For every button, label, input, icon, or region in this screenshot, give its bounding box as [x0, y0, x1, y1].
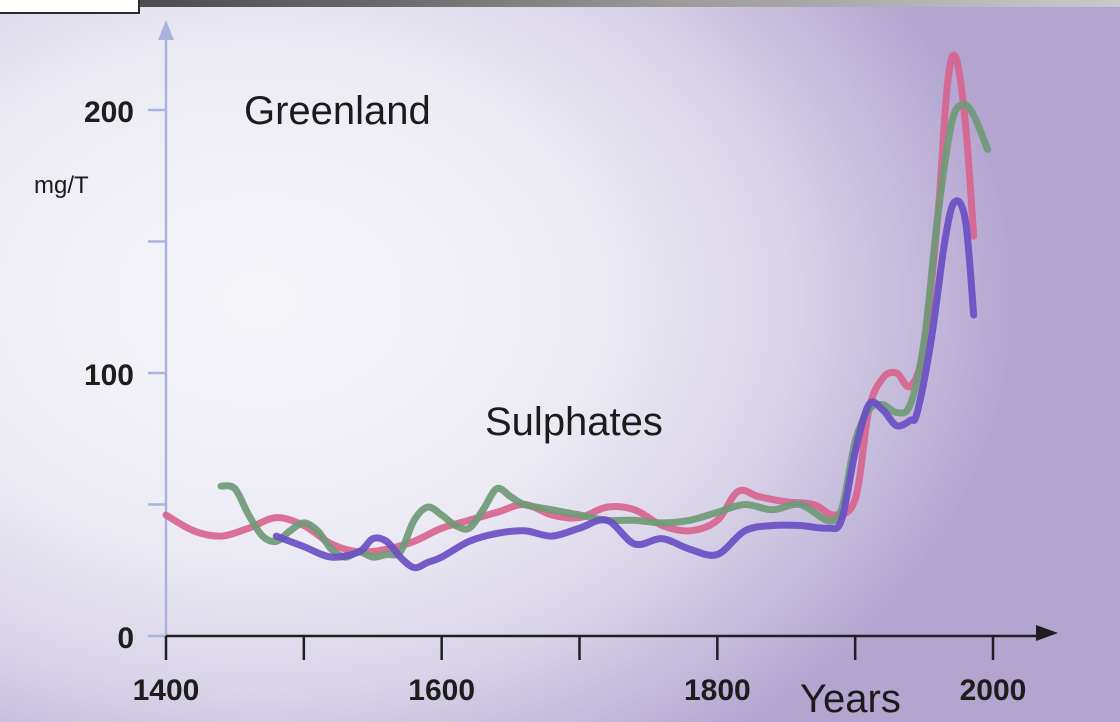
x-tick-label: 1600: [408, 674, 475, 707]
series-line-green: [217, 101, 991, 561]
chart-title: Greenland: [244, 89, 431, 133]
x-ticks: 1400 1600 1800 2000: [133, 636, 1027, 707]
x-tick-label: 2000: [960, 674, 1027, 707]
x-axis-arrow: [1036, 625, 1058, 641]
y-axis-arrow: [158, 20, 174, 40]
top-border: [0, 0, 1120, 7]
series-annotation: Sulphates: [485, 400, 663, 444]
y-tick-label: 200: [84, 96, 134, 129]
top-notch: [0, 0, 140, 14]
y-tick-label: 100: [84, 359, 134, 392]
x-tick-label: 1400: [133, 674, 200, 707]
axes: [158, 20, 1058, 641]
y-tick-label: 0: [117, 622, 134, 655]
x-tick-label: 1800: [684, 674, 751, 707]
y-ticks: 0 100 200: [84, 96, 166, 655]
data-series: [162, 51, 991, 572]
y-axis-label: mg/T: [34, 172, 89, 199]
series-line-purple: [272, 197, 978, 572]
x-axis-label: Years: [800, 677, 901, 721]
